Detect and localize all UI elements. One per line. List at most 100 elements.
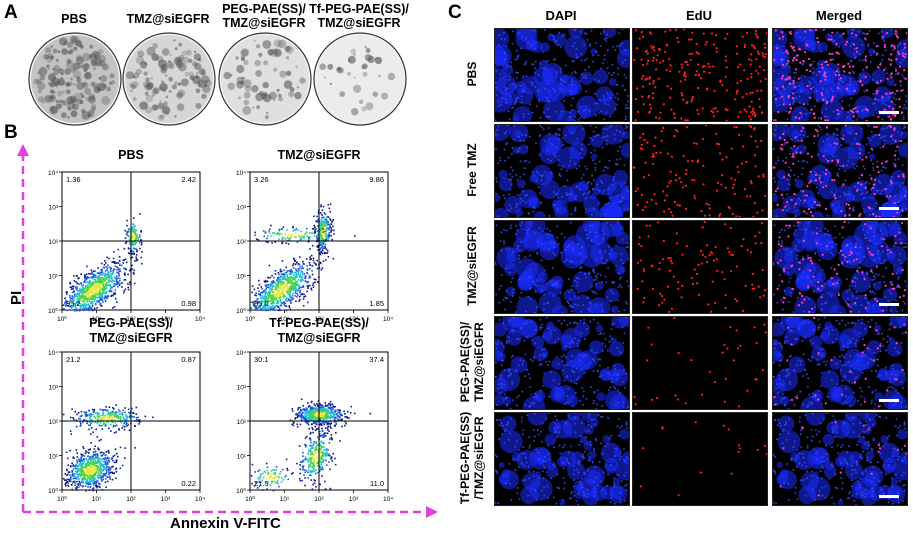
event-point (116, 275, 118, 277)
event-point (88, 303, 90, 306)
event-point (276, 277, 279, 279)
event-point (99, 287, 101, 290)
event-point (111, 281, 113, 283)
event-point (99, 422, 102, 424)
event-point (286, 275, 288, 278)
event-point (320, 446, 323, 449)
event-point (77, 470, 79, 473)
event-point (127, 416, 129, 418)
event-point (95, 456, 97, 458)
event-point (116, 452, 118, 455)
event-point (85, 276, 88, 278)
event-point (332, 416, 334, 418)
event-point (291, 423, 293, 426)
event-point (298, 445, 301, 447)
event-point (325, 415, 327, 417)
event-point (70, 416, 72, 419)
event-point (252, 302, 255, 304)
event-point (83, 289, 86, 291)
event-point (66, 468, 68, 471)
event-point (99, 415, 101, 417)
event-point (69, 476, 72, 478)
event-point (280, 283, 282, 285)
event-point (139, 247, 141, 250)
event-point (300, 230, 302, 233)
event-point (112, 465, 114, 468)
event-point (111, 261, 114, 263)
event-point (313, 467, 315, 470)
event-point (313, 460, 315, 462)
event-point (108, 459, 110, 462)
event-point (269, 484, 272, 486)
event-point (326, 249, 329, 252)
event-point (313, 415, 315, 418)
event-point (308, 237, 311, 240)
event-point (308, 239, 310, 241)
event-point (277, 475, 280, 478)
event-point (97, 458, 100, 461)
event-point (333, 411, 336, 414)
event-point (81, 454, 84, 456)
event-point (297, 284, 299, 286)
event-point (310, 452, 313, 455)
event-point (301, 286, 304, 288)
event-point (139, 234, 141, 237)
event-point (323, 413, 326, 416)
event-point (311, 412, 314, 414)
event-point (317, 400, 320, 402)
event-point (79, 459, 81, 461)
event-point (103, 464, 106, 466)
event-point (105, 451, 108, 453)
event-point (326, 228, 328, 231)
event-point (65, 303, 67, 305)
event-point (100, 417, 102, 419)
event-point (288, 305, 290, 307)
event-point (310, 459, 312, 462)
event-point (313, 414, 315, 417)
event-point (71, 408, 73, 410)
event-point (76, 295, 79, 298)
event-point (84, 277, 86, 280)
event-point (131, 253, 134, 255)
event-point (85, 411, 88, 414)
event-point (324, 480, 326, 483)
event-point (311, 411, 314, 413)
event-point (80, 290, 83, 292)
event-point (321, 249, 324, 252)
event-point (313, 453, 315, 455)
event-point (299, 256, 301, 258)
event-point (333, 418, 336, 421)
event-point (255, 482, 257, 484)
event-point (127, 230, 129, 233)
event-point (99, 295, 102, 298)
event-point (78, 473, 80, 475)
event-point (308, 465, 311, 467)
event-point (152, 416, 154, 419)
event-point (89, 467, 91, 470)
event-point (76, 286, 78, 289)
event-point (329, 225, 331, 228)
event-point (325, 224, 327, 227)
event-point (322, 246, 325, 249)
event-point (316, 456, 318, 458)
event-point (64, 302, 66, 304)
event-point (128, 411, 130, 414)
event-point (272, 469, 274, 471)
event-point (320, 444, 322, 447)
event-point (295, 236, 297, 239)
event-point (97, 301, 99, 303)
event-point (107, 264, 109, 266)
event-point (92, 483, 95, 486)
event-point (88, 470, 90, 472)
event-point (315, 413, 317, 416)
event-point (305, 411, 308, 414)
event-point (88, 464, 90, 467)
event-point (321, 242, 323, 245)
event-point (69, 449, 71, 452)
event-point (320, 251, 323, 253)
event-point (111, 413, 114, 416)
event-point (95, 483, 97, 486)
event-point (126, 224, 128, 227)
event-point (87, 471, 90, 474)
event-point (87, 461, 89, 464)
